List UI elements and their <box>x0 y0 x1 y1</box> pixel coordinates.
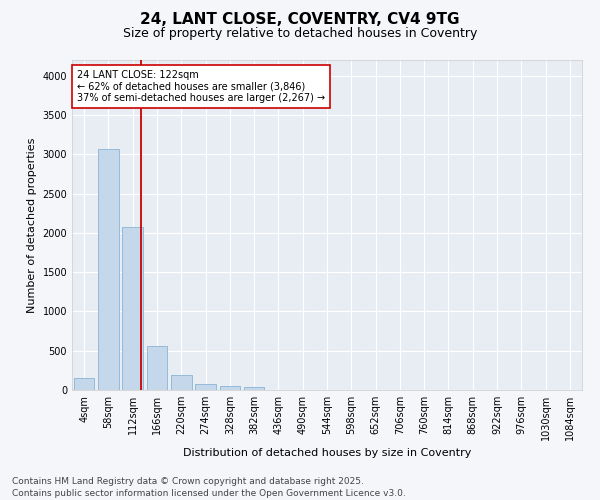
X-axis label: Distribution of detached houses by size in Coventry: Distribution of detached houses by size … <box>183 448 471 458</box>
Bar <box>122 228 143 390</box>
Bar <box>244 387 265 390</box>
Bar <box>171 375 191 390</box>
Bar <box>98 149 119 390</box>
Bar <box>146 346 167 390</box>
Text: Contains HM Land Registry data © Crown copyright and database right 2025.
Contai: Contains HM Land Registry data © Crown c… <box>12 476 406 498</box>
Y-axis label: Number of detached properties: Number of detached properties <box>27 138 37 312</box>
Bar <box>74 378 94 390</box>
Text: 24 LANT CLOSE: 122sqm
← 62% of detached houses are smaller (3,846)
37% of semi-d: 24 LANT CLOSE: 122sqm ← 62% of detached … <box>77 70 325 103</box>
Bar <box>220 386 240 390</box>
Text: 24, LANT CLOSE, COVENTRY, CV4 9TG: 24, LANT CLOSE, COVENTRY, CV4 9TG <box>140 12 460 28</box>
Bar <box>195 384 216 390</box>
Text: Size of property relative to detached houses in Coventry: Size of property relative to detached ho… <box>123 28 477 40</box>
